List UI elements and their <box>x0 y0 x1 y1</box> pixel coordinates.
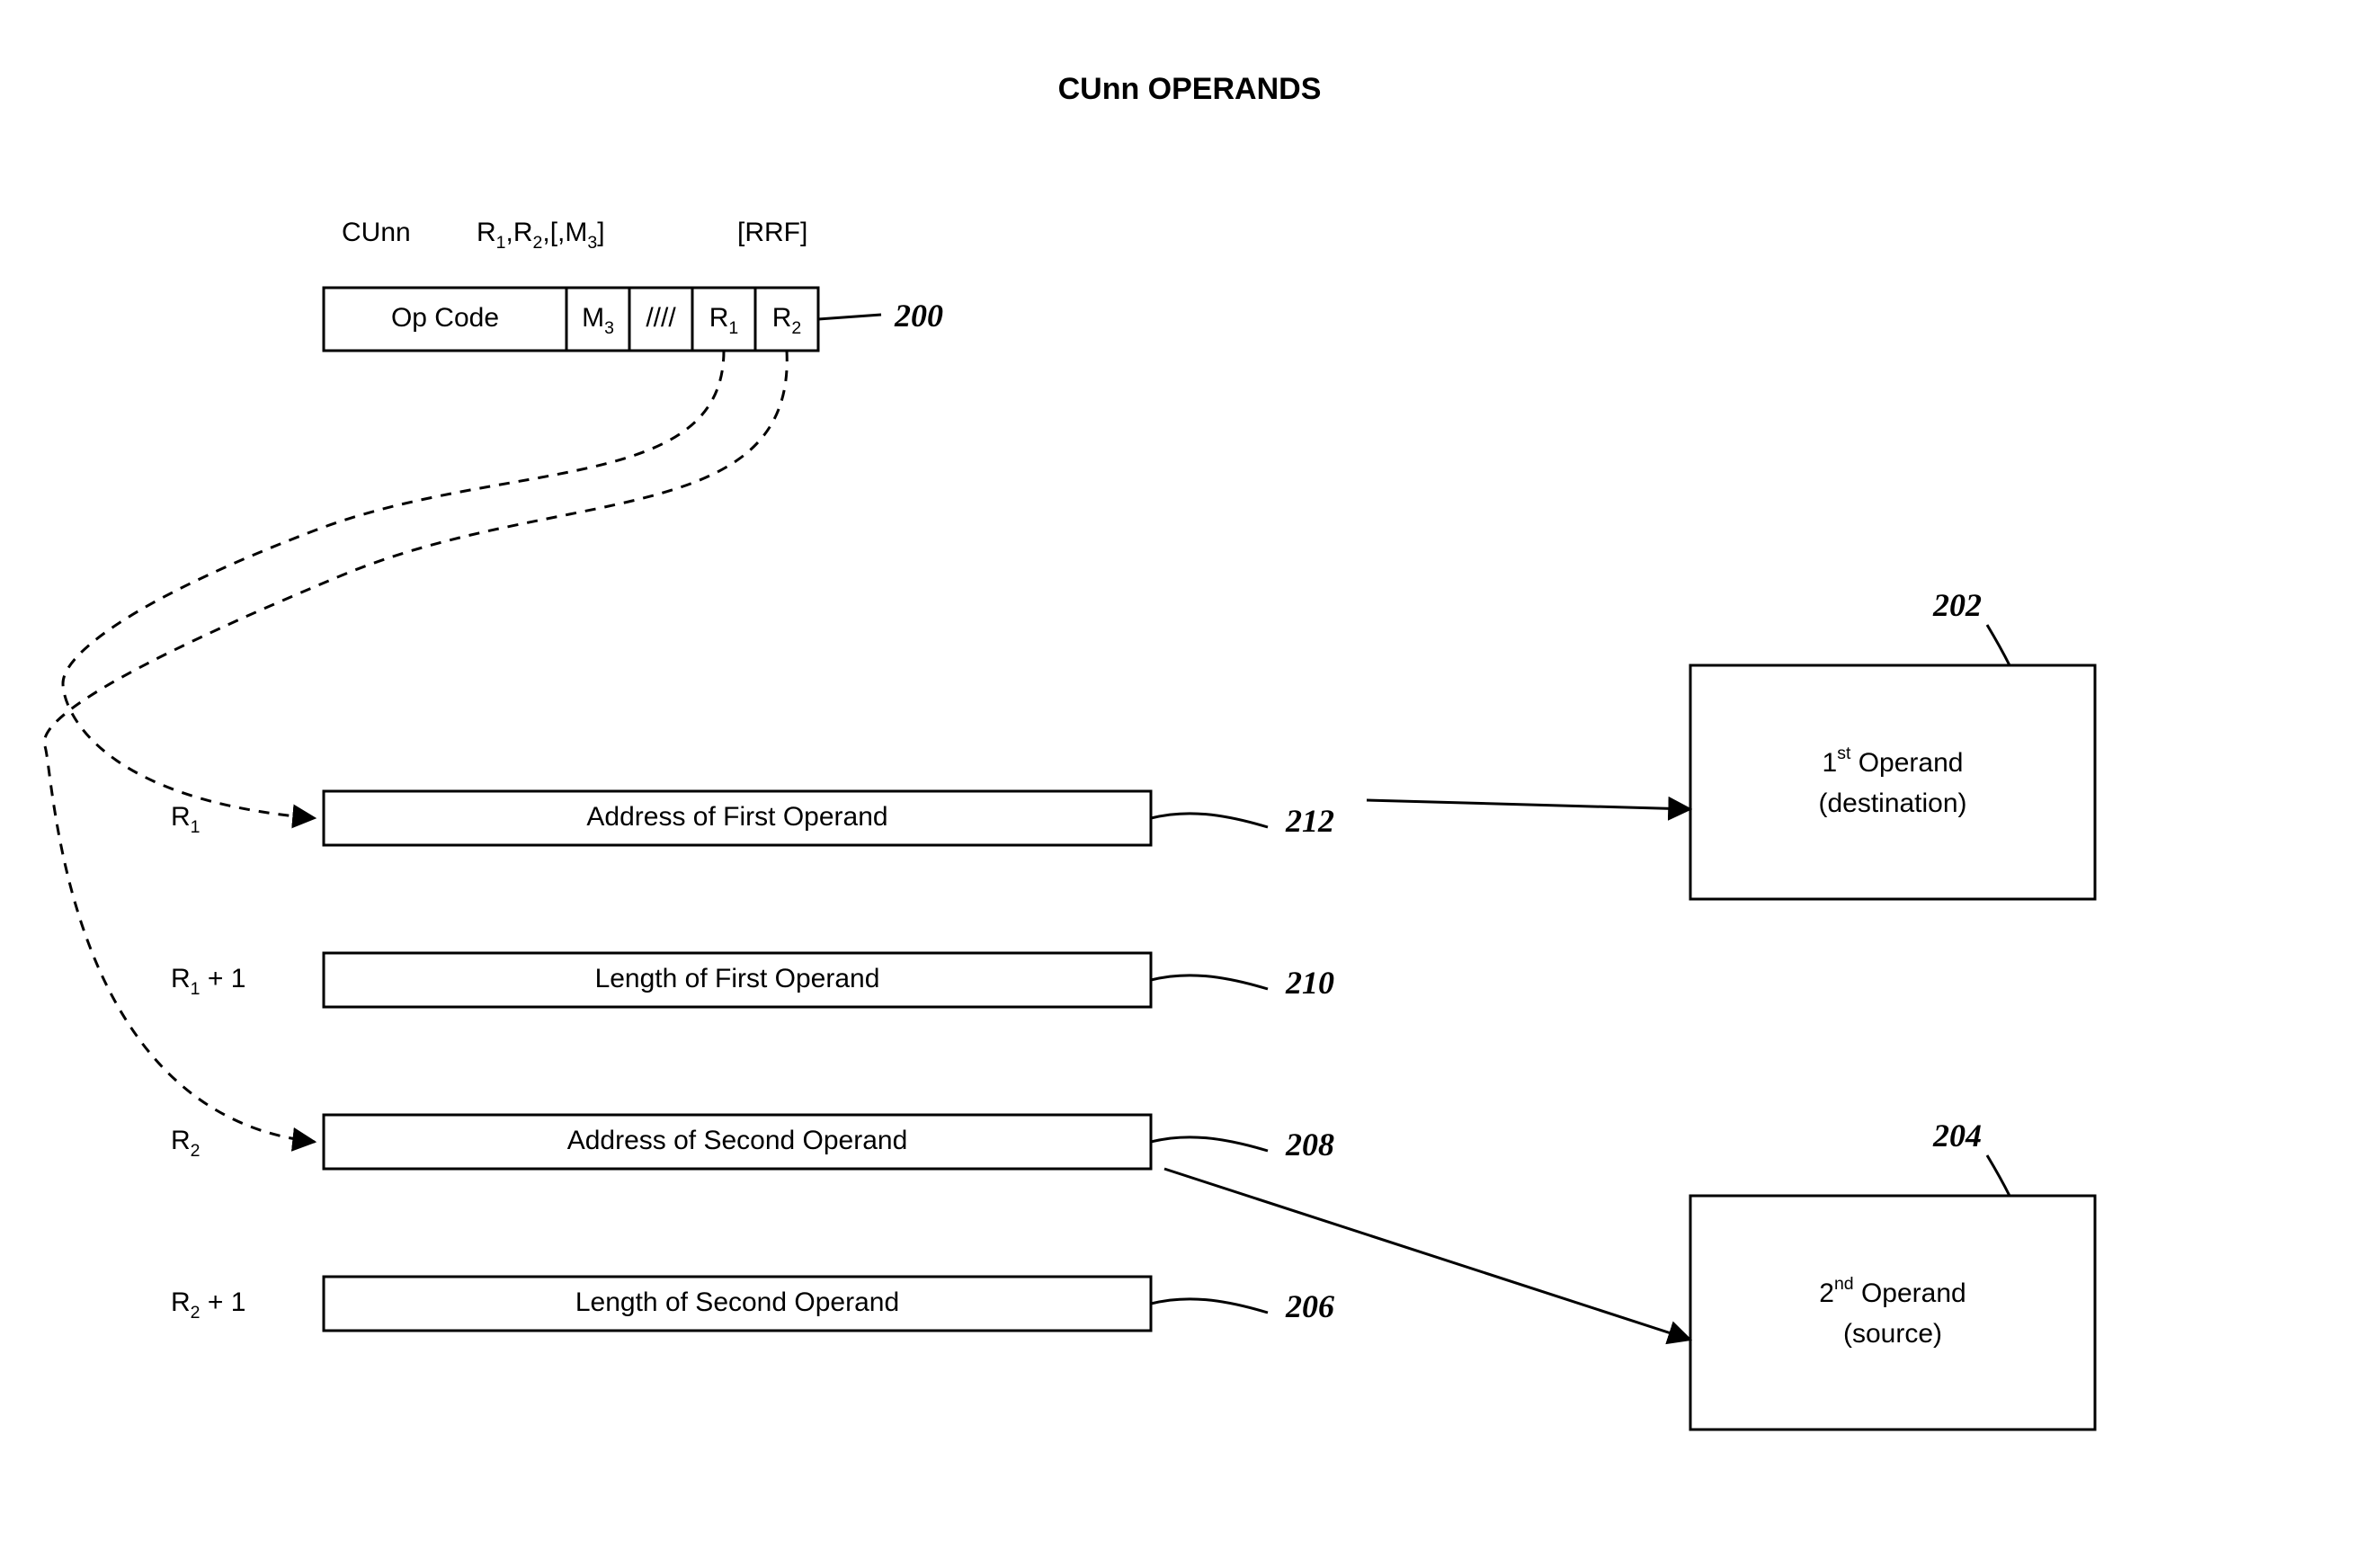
diagram-title: CUnn OPERANDS <box>1058 72 1322 106</box>
svg-text:////: //// <box>646 303 676 333</box>
operand-box <box>1690 665 2095 899</box>
svg-text:R1,R2,[,M3]: R1,R2,[,M3] <box>477 218 605 253</box>
ref-208: 208 <box>1285 1127 1334 1162</box>
ref-206: 206 <box>1285 1288 1334 1324</box>
arrow-to-op1 <box>1367 800 1690 809</box>
ref-200: 200 <box>894 298 943 334</box>
svg-text:[RRF]: [RRF] <box>737 218 807 247</box>
svg-text:(source): (source) <box>1843 1319 1942 1349</box>
svg-text:Address of First Operand: Address of First Operand <box>586 802 887 832</box>
ref-210: 210 <box>1285 965 1334 1001</box>
svg-text:R1 + 1: R1 + 1 <box>171 964 245 999</box>
svg-text:R1: R1 <box>171 802 201 837</box>
ref-212: 212 <box>1285 803 1334 839</box>
connector-r2 <box>44 351 787 1142</box>
connector-r1 <box>63 351 724 818</box>
operand-box <box>1690 1196 2095 1430</box>
svg-text:R2 + 1: R2 + 1 <box>171 1287 245 1323</box>
svg-text:CUnn: CUnn <box>342 218 411 247</box>
svg-text:Length of First Operand: Length of First Operand <box>595 964 880 993</box>
svg-text:Address of Second Operand: Address of Second Operand <box>567 1126 908 1155</box>
svg-text:R2: R2 <box>171 1126 201 1161</box>
svg-text:(destination): (destination) <box>1818 788 1966 818</box>
svg-text:Length of Second Operand: Length of Second Operand <box>575 1287 899 1317</box>
ref-202: 202 <box>1932 587 1982 623</box>
arrow-to-op2 <box>1164 1169 1690 1340</box>
svg-text:Op Code: Op Code <box>391 303 499 333</box>
ref-204: 204 <box>1932 1118 1982 1154</box>
